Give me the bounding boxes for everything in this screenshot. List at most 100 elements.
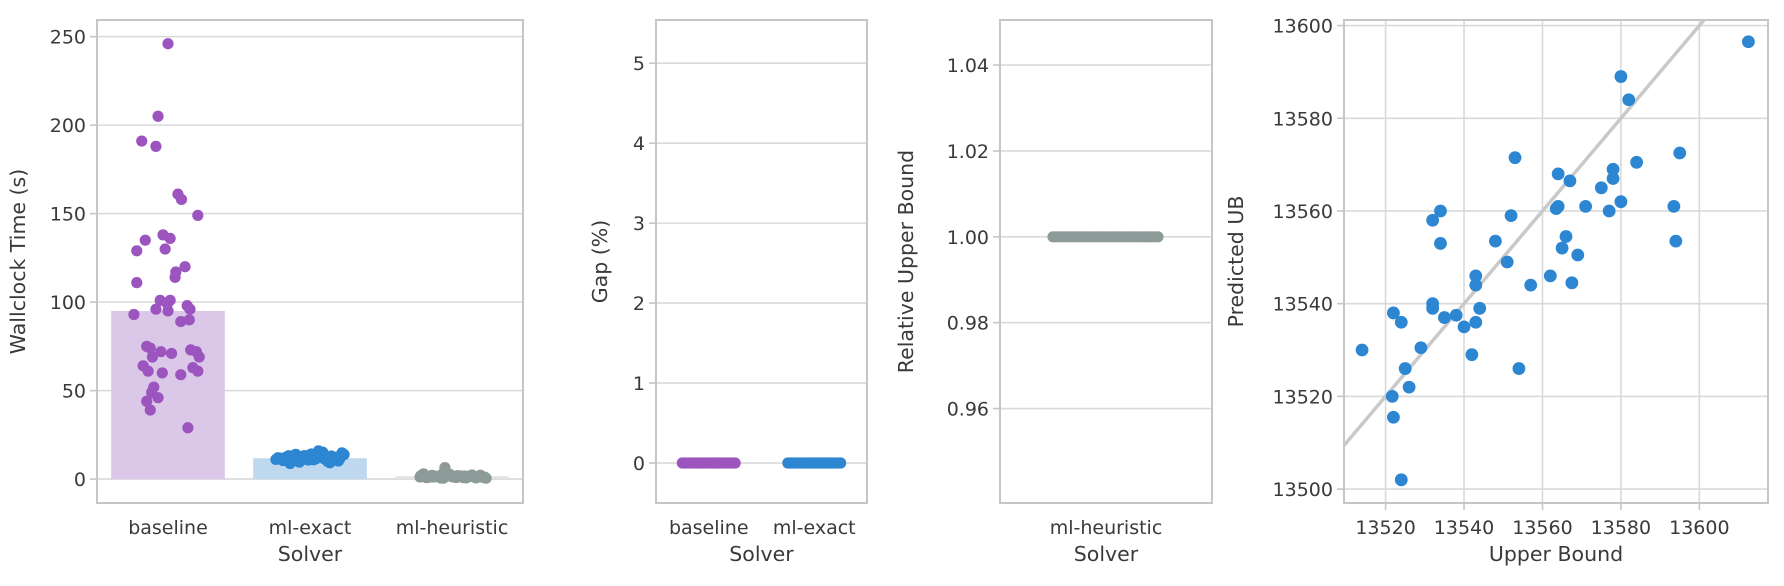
- scatter-point: [1469, 269, 1483, 283]
- strip-point-ml-heuristic: [1152, 231, 1164, 243]
- strip-point-baseline: [141, 395, 153, 407]
- strip-point-baseline: [162, 305, 174, 317]
- scatter-point: [1594, 181, 1608, 195]
- strip-point-baseline: [144, 404, 156, 416]
- strip-point-baseline: [142, 365, 154, 377]
- strip-point-ml-exact: [270, 453, 282, 466]
- strip-point-baseline: [183, 314, 195, 326]
- strip-point-baseline: [179, 261, 191, 273]
- strip-point-ml-exact: [284, 457, 296, 470]
- x-tick-label: ml-exact: [773, 517, 856, 539]
- y-axis-label: Relative Upper Bound: [894, 150, 918, 373]
- strip-point-baseline: [711, 457, 723, 469]
- scatter-point: [1606, 172, 1620, 185]
- strip-point-baseline: [162, 38, 174, 50]
- y-axis-label: Wallclock Time (s): [6, 169, 30, 354]
- x-axis-label: Solver: [729, 542, 794, 566]
- strip-point-ml-heuristic: [444, 469, 457, 481]
- strip-point-baseline: [175, 193, 188, 206]
- strip-point-baseline: [136, 135, 148, 147]
- y-tick-label: 0: [633, 453, 645, 475]
- y-tick-label: 50: [62, 381, 86, 403]
- scatter-point: [1500, 255, 1514, 269]
- x-tick-label: ml-exact: [269, 517, 352, 539]
- scatter-point: [1385, 389, 1399, 403]
- strip-point-baseline: [128, 308, 140, 321]
- y-tick-label: 4: [633, 133, 645, 155]
- y-tick-label: 0.96: [947, 399, 989, 421]
- scatter-point: [1741, 35, 1755, 49]
- strip-point-ml-heuristic: [415, 470, 427, 482]
- y-tick-label: 0.98: [947, 313, 989, 335]
- y-tick-label: 13500: [1273, 479, 1333, 501]
- scatter-point: [1449, 308, 1463, 322]
- scatter-point: [1571, 248, 1585, 262]
- scatter-point: [1402, 380, 1416, 394]
- strip-point-baseline: [139, 234, 151, 246]
- y-tick-label: 100: [50, 292, 86, 314]
- strip-point-baseline: [156, 367, 168, 379]
- scatter-point: [1555, 241, 1569, 255]
- strip-point-baseline: [725, 457, 737, 469]
- scatter-point: [1667, 199, 1681, 213]
- scatter-point: [1394, 473, 1408, 487]
- scatter-point: [1622, 93, 1636, 107]
- scatter-point: [1489, 234, 1502, 248]
- scatter-point: [1606, 162, 1620, 176]
- y-tick-label: 1.00: [947, 227, 989, 249]
- scatter-point: [1504, 209, 1518, 223]
- axes-spines: [1343, 19, 1769, 504]
- x-tick-label: 13580: [1591, 517, 1651, 539]
- y-tick-label: 3: [633, 213, 645, 235]
- x-axis-label: Upper Bound: [1489, 542, 1623, 566]
- panel-gap: 0 1 2 3 4 5 baseline ml-exact Solver Gap (%): [588, 19, 868, 566]
- strip-point-baseline: [165, 347, 178, 360]
- strip-point-baseline: [152, 392, 164, 404]
- panel-predicted-vs-upper-bound: 13500 13520 13540 13560 13580 13600 13520 13540…: [1224, 16, 1769, 566]
- scatter-point: [1673, 146, 1687, 160]
- scatter-point: [1469, 278, 1483, 292]
- strip-point-baseline: [184, 303, 196, 315]
- scatter-point: [1524, 278, 1538, 292]
- x-axis-label: Solver: [278, 542, 343, 566]
- scatter-point: [1414, 341, 1428, 355]
- strip-point-ml-heuristic: [479, 471, 491, 483]
- y-tick-label: 1: [633, 373, 645, 395]
- strip-point-ml-exact: [327, 451, 339, 464]
- y-tick-label: 13520: [1273, 386, 1333, 408]
- panel-relative-upper-bound: 0.96 0.98 1.00 1.02 1.04 ml-heuristic Solver Re…: [894, 19, 1213, 566]
- y-tick-label: 13540: [1273, 294, 1333, 316]
- strip-point-baseline: [159, 243, 171, 255]
- strip-point-ml-heuristic: [470, 472, 482, 484]
- scatter-point: [1551, 167, 1565, 181]
- scatter-point: [1394, 315, 1408, 329]
- scatter-point: [1630, 155, 1644, 169]
- strip-point-baseline: [131, 277, 143, 289]
- y-tick-label: 250: [50, 27, 86, 49]
- scatter-point: [1579, 199, 1593, 213]
- strip-point-baseline: [192, 365, 204, 377]
- strip-point-baseline: [182, 422, 194, 434]
- x-tick-label: 13600: [1669, 517, 1729, 539]
- strip-point-baseline: [131, 245, 143, 257]
- strip-point-baseline: [150, 140, 162, 152]
- strip-point-baseline: [192, 209, 204, 221]
- strip-point-baseline: [146, 351, 158, 363]
- scatter-point: [1434, 237, 1447, 250]
- y-tick-label: 2: [633, 293, 645, 315]
- y-tick-label: 13580: [1273, 108, 1333, 130]
- scatter-point: [1602, 204, 1616, 218]
- x-tick-label: 13560: [1512, 517, 1572, 539]
- scatter-point: [1508, 151, 1522, 165]
- scatter-point: [1465, 348, 1479, 362]
- x-tick-label: baseline: [669, 517, 749, 539]
- scatter-point: [1387, 306, 1400, 320]
- bar-baseline: [111, 310, 225, 480]
- y-axis-label: Predicted UB: [1224, 196, 1248, 328]
- y-tick-label: 1.04: [947, 55, 989, 77]
- scatter-point: [1614, 70, 1628, 83]
- x-axis-label: Solver: [1074, 542, 1139, 566]
- strip-point-baseline: [698, 457, 711, 469]
